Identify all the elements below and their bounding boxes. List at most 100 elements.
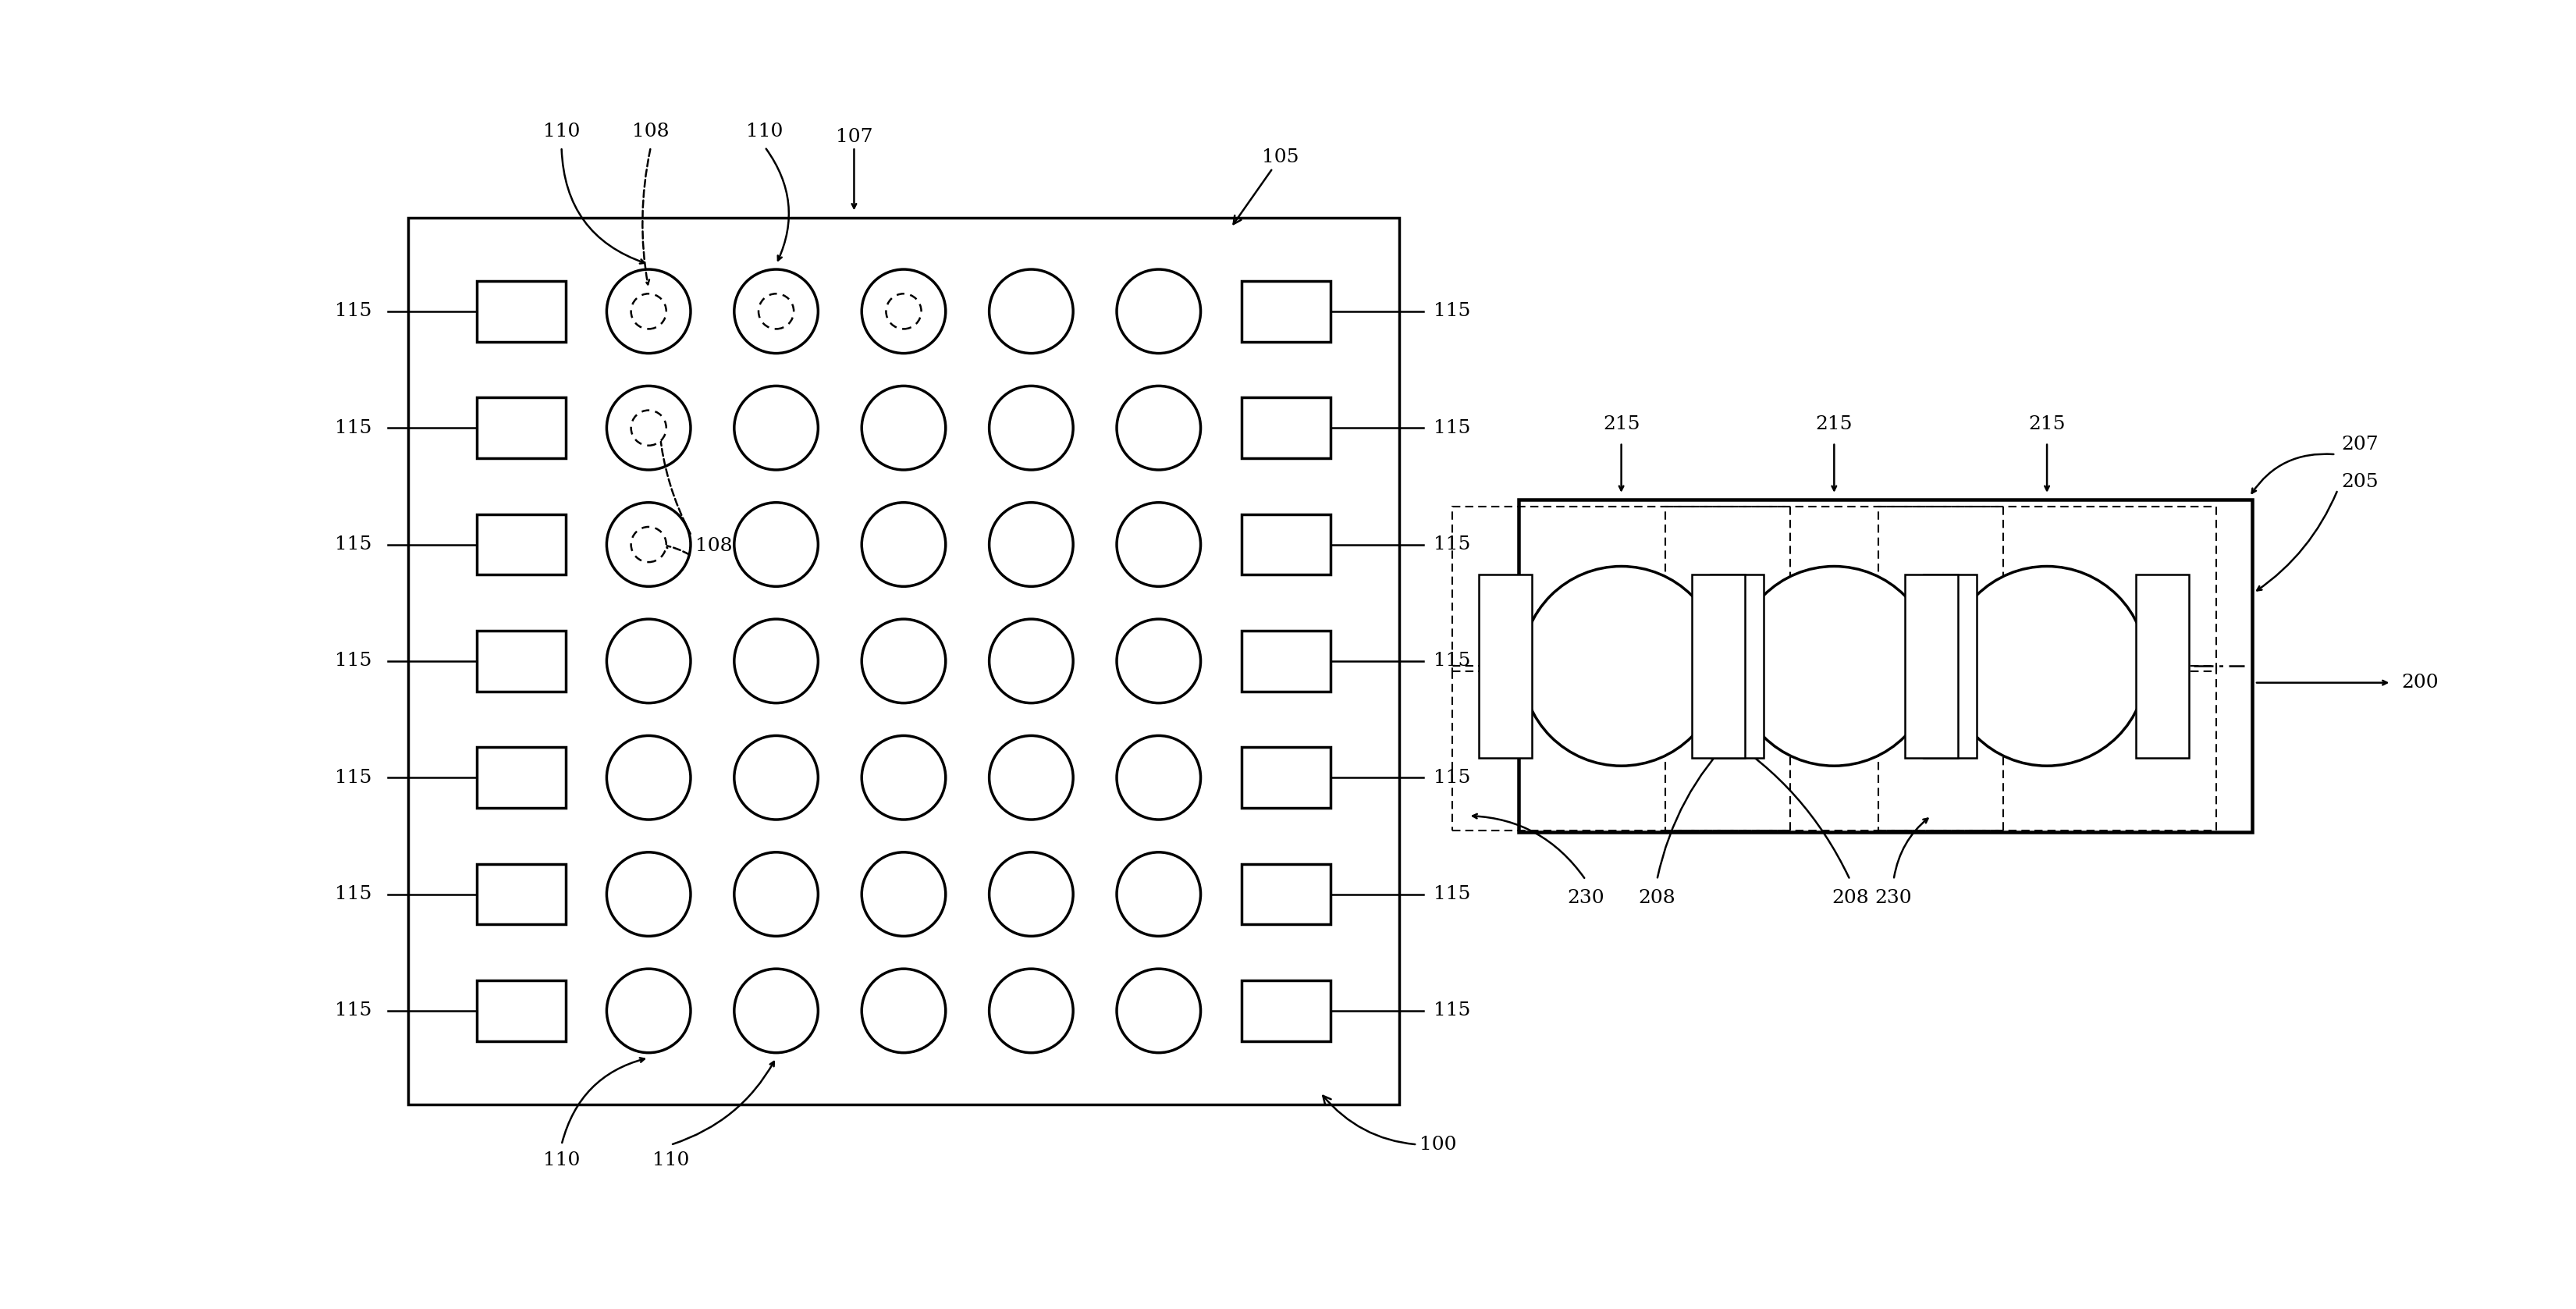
- Circle shape: [1734, 567, 1935, 766]
- Bar: [477, 631, 567, 691]
- Text: 105: 105: [1234, 148, 1298, 224]
- Text: 115: 115: [1432, 302, 1471, 321]
- Circle shape: [1118, 736, 1200, 819]
- Text: A: A: [1533, 637, 1546, 654]
- Text: 115: 115: [1432, 885, 1471, 903]
- Text: 115: 115: [1432, 652, 1471, 670]
- Bar: [477, 980, 567, 1041]
- Circle shape: [734, 852, 819, 936]
- Bar: [1904, 575, 1958, 758]
- Text: 108: 108: [631, 123, 670, 141]
- Bar: [1710, 575, 1765, 758]
- Circle shape: [989, 270, 1074, 353]
- Bar: [477, 398, 567, 458]
- Circle shape: [734, 270, 819, 353]
- Circle shape: [1118, 270, 1200, 353]
- Circle shape: [1118, 386, 1200, 470]
- Circle shape: [863, 969, 945, 1052]
- Text: 115: 115: [1432, 1001, 1471, 1020]
- Bar: [1242, 864, 1332, 924]
- Circle shape: [608, 503, 690, 586]
- Text: 215: 215: [2027, 415, 2066, 433]
- Bar: [1878, 507, 2215, 672]
- Circle shape: [631, 526, 667, 562]
- Text: 107: 107: [835, 128, 873, 145]
- Text: 110: 110: [652, 1151, 690, 1169]
- Circle shape: [1522, 567, 1721, 766]
- Text: 110: 110: [544, 123, 580, 141]
- Circle shape: [734, 503, 819, 586]
- Circle shape: [989, 386, 1074, 470]
- Text: 100: 100: [1324, 1096, 1455, 1153]
- Circle shape: [734, 386, 819, 470]
- Bar: [1242, 747, 1332, 808]
- Bar: [477, 864, 567, 924]
- Bar: [477, 281, 567, 342]
- Text: 208: 208: [1638, 889, 1674, 907]
- Bar: [407, 217, 1399, 1105]
- Circle shape: [863, 619, 945, 703]
- Circle shape: [989, 619, 1074, 703]
- Bar: [1520, 500, 2251, 833]
- Circle shape: [734, 619, 819, 703]
- Text: 208: 208: [1832, 889, 1868, 907]
- Bar: [2136, 575, 2190, 758]
- Text: 110: 110: [544, 1151, 580, 1169]
- Circle shape: [608, 852, 690, 936]
- Circle shape: [886, 293, 922, 329]
- Text: 115: 115: [335, 535, 371, 554]
- Circle shape: [1118, 969, 1200, 1052]
- Text: 115: 115: [335, 885, 371, 903]
- Text: 115: 115: [335, 768, 371, 787]
- Text: 108: 108: [696, 537, 732, 555]
- Text: 230: 230: [1875, 889, 1911, 907]
- Bar: [1242, 281, 1332, 342]
- Circle shape: [608, 619, 690, 703]
- Bar: [1664, 507, 2004, 672]
- Bar: [1453, 666, 1790, 831]
- Bar: [1453, 507, 1790, 672]
- Bar: [477, 747, 567, 808]
- Text: 115: 115: [335, 419, 371, 437]
- Circle shape: [1118, 619, 1200, 703]
- Circle shape: [631, 293, 667, 329]
- Bar: [1242, 980, 1332, 1041]
- Circle shape: [757, 293, 793, 329]
- Circle shape: [734, 969, 819, 1052]
- Bar: [1924, 575, 1976, 758]
- Text: 207: 207: [2342, 436, 2378, 453]
- Text: 115: 115: [1432, 419, 1471, 437]
- Circle shape: [989, 969, 1074, 1052]
- Circle shape: [1118, 852, 1200, 936]
- Text: 115: 115: [335, 1001, 371, 1020]
- Text: 215: 215: [1602, 415, 1641, 433]
- Circle shape: [863, 852, 945, 936]
- Circle shape: [734, 736, 819, 819]
- Bar: [1878, 666, 2215, 831]
- Circle shape: [989, 852, 1074, 936]
- Text: 215: 215: [1816, 415, 1852, 433]
- Text: 115: 115: [1432, 768, 1471, 787]
- Bar: [1692, 575, 1744, 758]
- Text: 115: 115: [335, 652, 371, 670]
- Circle shape: [863, 270, 945, 353]
- Text: 200: 200: [2401, 674, 2439, 691]
- Circle shape: [608, 736, 690, 819]
- Circle shape: [631, 410, 667, 445]
- Circle shape: [608, 270, 690, 353]
- Text: 110: 110: [747, 123, 783, 141]
- Circle shape: [863, 386, 945, 470]
- Bar: [1242, 514, 1332, 575]
- Bar: [1242, 631, 1332, 691]
- Circle shape: [989, 503, 1074, 586]
- Circle shape: [989, 736, 1074, 819]
- Bar: [1242, 398, 1332, 458]
- Circle shape: [608, 386, 690, 470]
- Bar: [1664, 666, 2004, 831]
- Circle shape: [608, 969, 690, 1052]
- Circle shape: [1947, 567, 2146, 766]
- Text: 115: 115: [1432, 535, 1471, 554]
- Circle shape: [863, 503, 945, 586]
- Bar: [1479, 575, 1533, 758]
- Text: 230: 230: [1566, 889, 1605, 907]
